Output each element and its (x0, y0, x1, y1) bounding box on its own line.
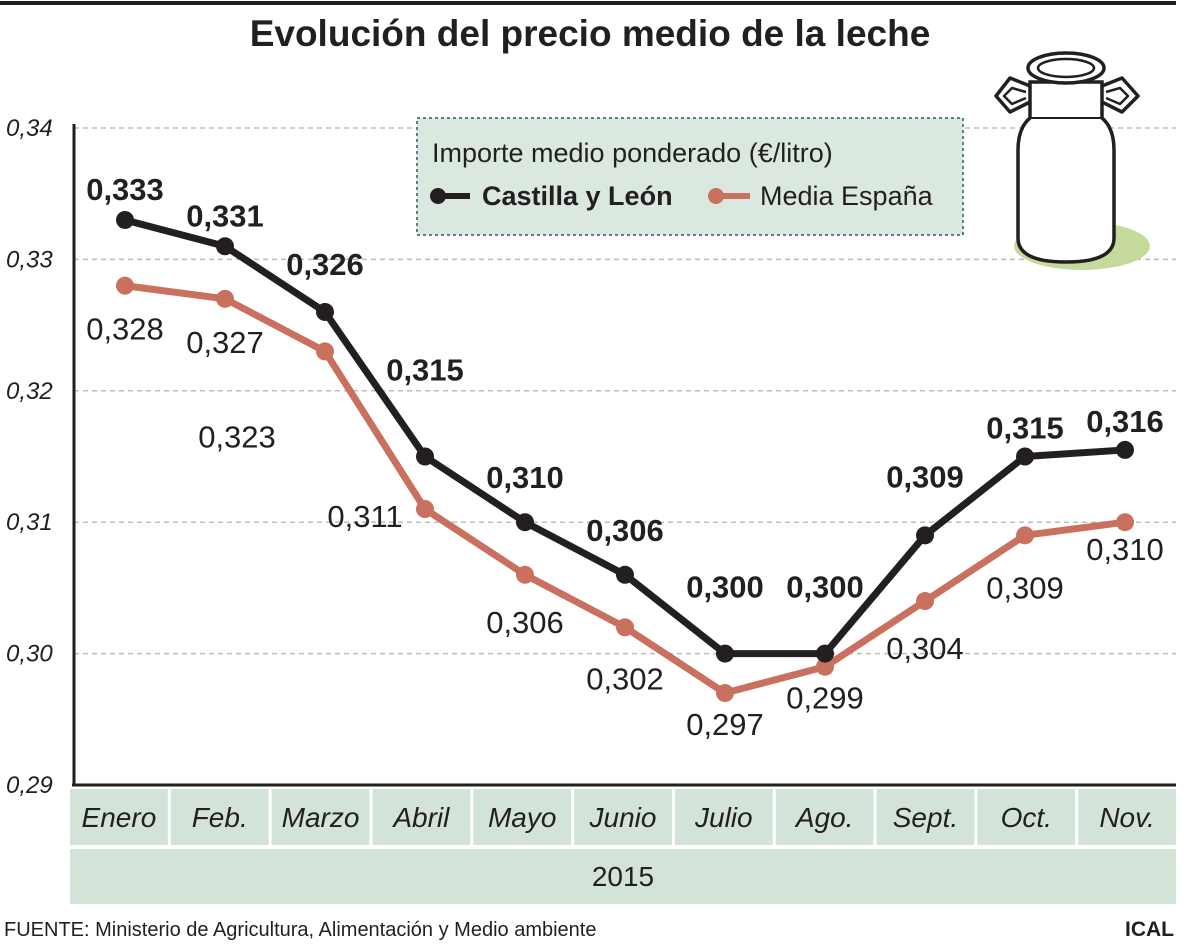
data-point (716, 644, 734, 663)
milk-can-lid (1026, 51, 1106, 85)
milk-can-icon (994, 51, 1150, 270)
series-media-espana: 0,328 0,327 0,323 0,311 0,306 0,302 0,297 0,299… (86, 276, 1164, 742)
data-label: 0,300 (686, 570, 764, 605)
x-tick-label: Mayo (488, 802, 556, 833)
legend-label-castilla-y-leon: Castilla y León (482, 181, 673, 211)
x-tick-label: Enero (82, 802, 157, 833)
x-tick-label: Feb. (192, 802, 248, 833)
data-label: 0,315 (386, 353, 464, 388)
data-point (816, 657, 834, 676)
x-tick-label: Nov. (1099, 802, 1155, 833)
data-point (416, 447, 434, 466)
milk-can-body (1016, 80, 1116, 264)
y-axis-ticks: 0,29 0,30 0,31 0,32 0,33 0,34 (6, 115, 53, 799)
legend: Importe medio ponderado (€/litro) Castil… (416, 117, 964, 236)
x-category-cell (775, 789, 874, 845)
legend-title: Importe medio ponderado (€/litro) (432, 138, 833, 168)
data-label: 0,311 (327, 499, 402, 534)
milk-can-handle-left-inner (1002, 86, 1027, 106)
data-point (816, 644, 834, 663)
x-category-cell (70, 789, 168, 845)
data-point (1016, 526, 1034, 545)
x-category-cell (170, 789, 269, 845)
data-point (416, 500, 434, 519)
x-tick-label: Marzo (282, 802, 360, 833)
legend-marker-media-espana (708, 188, 724, 204)
y-tick-label: 0,29 (6, 772, 53, 799)
data-label: 0,306 (586, 513, 664, 548)
series-layer: 0,328 0,327 0,323 0,311 0,306 0,302 0,297 0,299… (86, 172, 1164, 742)
x-category-cell (876, 789, 975, 845)
x-category-cell (977, 789, 1076, 845)
data-label: 0,300 (786, 570, 864, 605)
data-point (116, 276, 134, 295)
data-point (316, 342, 334, 361)
x-category-cell (271, 789, 370, 845)
series-castilla-y-leon: 0,333 0,331 0,326 0,315 0,310 0,306 0,300 0,300… (86, 172, 1164, 663)
legend-marker-castilla-y-leon (430, 188, 446, 204)
y-tick-label: 0,34 (6, 115, 53, 142)
y-tick-label: 0,32 (6, 378, 53, 405)
data-point (916, 526, 934, 545)
data-point (216, 237, 234, 256)
data-label: 0,306 (486, 605, 564, 640)
x-tick-label: Junio (589, 802, 657, 833)
x-axis-bands: Enero Feb. Marzo Abril Mayo Junio Julio Ago. Sep… (70, 789, 1176, 904)
data-label: 0,333 (86, 172, 164, 207)
x-category-cell (574, 789, 672, 845)
x-tick-label: Oct. (1001, 802, 1052, 833)
x-tick-label: Ago. (794, 802, 854, 833)
data-label: 0,302 (586, 661, 664, 696)
data-label: 0,331 (186, 198, 264, 233)
data-label: 0,323 (198, 419, 276, 454)
data-label: 0,309 (986, 570, 1064, 605)
data-label: 0,297 (686, 707, 764, 742)
year-band (70, 849, 1176, 904)
footer-brand: ICAL (1125, 918, 1174, 941)
data-label: 0,316 (1086, 404, 1164, 439)
data-label: 0,310 (1086, 532, 1164, 567)
footer-source: FUENTE: Ministerio de Agricultura, Alime… (4, 919, 596, 941)
milk-can-handle-right (1101, 76, 1140, 114)
data-point (216, 289, 234, 308)
y-tick-label: 0,30 (6, 641, 53, 668)
data-label: 0,326 (286, 247, 364, 282)
year-label: 2015 (592, 861, 654, 892)
data-point (516, 513, 534, 532)
data-point (616, 618, 634, 637)
data-point (316, 302, 334, 321)
x-category-cell (372, 789, 471, 845)
data-point (116, 210, 134, 229)
x-tick-label: Sept. (893, 802, 958, 833)
data-label: 0,309 (886, 459, 964, 494)
data-point (1016, 447, 1034, 466)
data-point (516, 565, 534, 584)
legend-box (416, 117, 964, 236)
y-tick-label: 0,31 (6, 509, 53, 536)
data-point (916, 592, 934, 611)
data-label: 0,315 (986, 411, 1064, 446)
x-category-cell (473, 789, 572, 845)
milk-can-lid-inner (1036, 57, 1096, 79)
data-label: 0,299 (786, 681, 864, 716)
data-point (616, 565, 634, 584)
x-tick-label: Julio (694, 802, 753, 833)
data-label: 0,328 (86, 312, 164, 347)
data-point (1116, 513, 1134, 532)
data-label: 0,327 (186, 325, 264, 360)
data-label: 0,304 (886, 631, 964, 666)
legend-label-media-espana: Media España (760, 181, 934, 211)
chart-title: Evolución del precio medio de la leche (250, 13, 931, 54)
data-point (1116, 440, 1134, 459)
y-tick-label: 0,33 (6, 246, 53, 273)
data-label: 0,310 (486, 460, 564, 495)
x-category-cell (674, 789, 773, 845)
x-category-cell (1078, 789, 1176, 845)
data-point (716, 684, 734, 703)
milk-can-handle-left (994, 76, 1031, 114)
milk-can-handle-right-inner (1105, 86, 1130, 106)
x-tick-label: Abril (391, 802, 450, 833)
